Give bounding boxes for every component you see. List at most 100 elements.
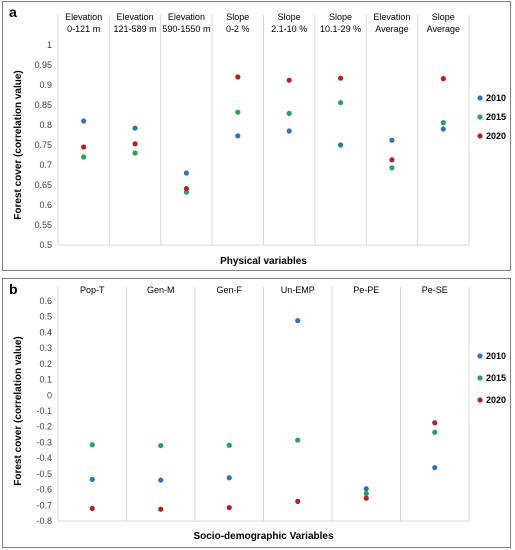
category-label: Gen-M bbox=[147, 285, 175, 295]
data-point-2020 bbox=[286, 77, 292, 83]
data-point-2015 bbox=[89, 442, 95, 448]
legend-label-2020: 2020 bbox=[486, 395, 506, 405]
data-point-2010 bbox=[132, 125, 138, 131]
legend-label-2010: 2010 bbox=[486, 93, 506, 103]
y-tick-label: 0.6 bbox=[39, 200, 52, 210]
data-point-2010 bbox=[81, 118, 87, 124]
data-point-2010 bbox=[183, 170, 190, 176]
data-point-2015 bbox=[286, 110, 292, 116]
data-point-2010 bbox=[440, 126, 446, 132]
data-point-2020 bbox=[363, 495, 369, 501]
data-point-2015 bbox=[132, 150, 138, 156]
y-tick-label: 1 bbox=[47, 40, 52, 50]
panel-b: b -0.8 -0.7 -0.6 -0.5 -0.4 -0.3 -0.2 -0.1 0 0.1 0.… bbox=[2, 278, 511, 548]
legend-label-2015: 2015 bbox=[486, 112, 506, 122]
data-point-2015 bbox=[81, 154, 87, 160]
y-tick-label: -0.7 bbox=[36, 500, 52, 510]
y-tick-label: 0.75 bbox=[34, 140, 52, 150]
y-axis-title: Forest cover (correlation value) bbox=[13, 336, 24, 486]
data-point-2015 bbox=[389, 165, 395, 171]
data-point-2020 bbox=[337, 75, 344, 81]
category-label: 2.1-10 % bbox=[271, 24, 307, 34]
data-point-2015 bbox=[337, 100, 344, 106]
category-label: Slope bbox=[329, 12, 352, 22]
category-label: Elevation bbox=[168, 12, 205, 22]
category-label: Slope bbox=[278, 12, 301, 22]
panel-a-letter: a bbox=[9, 4, 17, 20]
y-tick-label: 0.2 bbox=[39, 359, 52, 369]
y-tick-label: 0.8 bbox=[39, 120, 52, 130]
y-tick-label: 0.9 bbox=[39, 80, 52, 90]
y-tick-label: 0.65 bbox=[34, 180, 52, 190]
data-point-2010 bbox=[235, 133, 241, 139]
category-label: Un-EMP bbox=[281, 285, 315, 295]
panel-a: a 0.5 0.55 0.6 0.65 0.7 0.75 0.8 0.85 0.9 0.95 1 El… bbox=[2, 1, 511, 271]
category-label: 590-1550 m bbox=[162, 24, 210, 34]
y-tick-label: 0.55 bbox=[34, 220, 52, 230]
y-axis-title: Forest cover (correlation value) bbox=[13, 70, 24, 220]
y-tick-label: -0.3 bbox=[36, 437, 52, 447]
legend-label-2015: 2015 bbox=[486, 373, 506, 383]
data-point-2010 bbox=[226, 475, 232, 481]
y-tick-label: -0.4 bbox=[36, 453, 52, 463]
y-tick-label: -0.1 bbox=[36, 406, 52, 416]
legend-marker-2015 bbox=[477, 114, 483, 120]
legend-marker-2015 bbox=[477, 375, 483, 381]
category-label: Elevation bbox=[117, 12, 154, 22]
y-tick-label: 0.1 bbox=[39, 375, 52, 385]
category-label: Average bbox=[375, 24, 408, 34]
category-label: Pe-PE bbox=[353, 285, 379, 295]
data-point-2010 bbox=[432, 464, 438, 471]
data-point-2020 bbox=[183, 186, 190, 192]
data-point-2015 bbox=[363, 490, 369, 497]
data-point-2020 bbox=[89, 505, 95, 512]
data-point-2015 bbox=[295, 437, 301, 443]
y-tick-label: -0.8 bbox=[36, 516, 52, 526]
legend-label-2010: 2010 bbox=[486, 351, 506, 361]
category-label: Average bbox=[427, 24, 460, 34]
category-label: Pop-T bbox=[80, 285, 105, 295]
legend-marker-2010 bbox=[477, 95, 483, 101]
y-tick-label: 0.5 bbox=[39, 312, 52, 322]
category-label: Pe-SE bbox=[422, 285, 448, 295]
y-tick-label: 0 bbox=[47, 390, 52, 400]
category-label: Elevation bbox=[373, 12, 410, 22]
data-point-2020 bbox=[226, 505, 232, 511]
category-label: Elevation bbox=[65, 12, 102, 22]
physical-variables-chart: 0.5 0.55 0.6 0.65 0.7 0.75 0.8 0.85 0.9 0.95 1 Elev… bbox=[13, 12, 506, 267]
category-label: Slope bbox=[432, 12, 455, 22]
data-point-2020 bbox=[132, 141, 138, 147]
category-label: Slope bbox=[226, 12, 249, 22]
legend-label-2020: 2020 bbox=[486, 131, 506, 141]
y-tick-label: 0.5 bbox=[39, 240, 52, 250]
data-point-2015 bbox=[226, 442, 232, 448]
y-tick-label: 0.95 bbox=[34, 60, 52, 70]
category-label: 10.1-29 % bbox=[320, 24, 361, 34]
data-point-2010 bbox=[389, 137, 395, 143]
legend-marker-2020 bbox=[477, 133, 483, 139]
y-tick-label: 0.3 bbox=[39, 343, 52, 353]
category-label: 0-121 m bbox=[67, 24, 100, 34]
category-label: 121-589 m bbox=[114, 24, 157, 34]
data-point-2010 bbox=[337, 142, 344, 148]
data-point-2010 bbox=[295, 318, 301, 324]
category-label: Gen-F bbox=[216, 285, 242, 295]
legend-marker-2010 bbox=[477, 353, 483, 359]
data-point-2010 bbox=[89, 476, 95, 482]
data-point-2020 bbox=[81, 144, 87, 150]
data-point-2020 bbox=[389, 157, 395, 163]
data-point-2020 bbox=[158, 506, 164, 512]
data-point-2020 bbox=[440, 76, 446, 82]
data-point-2015 bbox=[183, 189, 190, 195]
data-point-2015 bbox=[158, 442, 164, 449]
y-tick-label: -0.6 bbox=[36, 485, 52, 495]
data-point-2010 bbox=[286, 128, 292, 134]
legend-marker-2020 bbox=[477, 397, 483, 403]
data-point-2020 bbox=[295, 498, 301, 504]
data-point-2015 bbox=[432, 429, 438, 435]
x-axis-title: Socio-demographic Variables bbox=[193, 531, 333, 542]
data-point-2020 bbox=[235, 74, 241, 80]
y-tick-label: 0.7 bbox=[39, 160, 52, 170]
y-tick-label: 0.85 bbox=[34, 100, 52, 110]
